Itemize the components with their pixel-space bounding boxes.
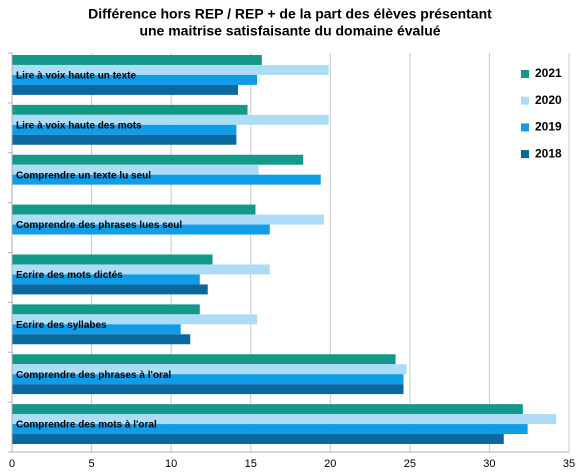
bar	[12, 264, 270, 275]
legend-label: 2018	[535, 146, 562, 160]
chart-title: une maitrise satisfaisante du domaine év…	[139, 23, 440, 39]
category-label: Comprendre des phrases lues seul	[16, 220, 182, 231]
x-tick-label: 5	[89, 458, 95, 470]
legend-label: 2019	[535, 120, 562, 134]
bar	[12, 114, 329, 125]
bar	[12, 214, 324, 225]
bar	[12, 334, 191, 345]
bar	[12, 104, 248, 115]
bar	[12, 174, 321, 185]
bar	[12, 254, 213, 265]
bar	[12, 204, 256, 215]
legend-swatch	[521, 123, 529, 132]
legend-swatch	[521, 96, 529, 105]
bar	[12, 304, 200, 315]
bar	[12, 414, 557, 425]
bar	[12, 224, 270, 235]
legend-swatch	[521, 70, 529, 78]
bar	[12, 374, 404, 385]
category-label: Ecrire des syllabes	[16, 320, 107, 331]
category-label: Ecrire des mots dictés	[16, 270, 123, 281]
bar	[12, 154, 304, 165]
bar	[12, 64, 329, 75]
legend-label: 2020	[535, 93, 562, 107]
bar	[12, 424, 528, 435]
bar	[12, 84, 238, 95]
bar	[12, 364, 407, 375]
category-label: Lire à voix haute des mots	[16, 120, 142, 131]
bar	[12, 354, 396, 365]
bar	[12, 55, 262, 65]
x-tick-label: 35	[563, 458, 575, 470]
category-label: Comprendre un texte lu seul	[16, 170, 151, 181]
x-tick-label: 20	[324, 458, 336, 470]
bar	[12, 384, 404, 395]
bar	[12, 314, 258, 325]
category-label: Lire à voix haute un texte	[16, 71, 136, 82]
bar	[12, 134, 237, 145]
legend-label: 2021	[535, 66, 562, 80]
bar	[12, 324, 181, 335]
legend-swatch	[521, 150, 529, 159]
bar	[12, 434, 504, 444]
x-tick-label: 10	[165, 458, 177, 470]
bar	[12, 124, 237, 135]
category-label: Comprendre des phrases à l'oral	[16, 370, 171, 381]
bar	[12, 274, 200, 285]
bar	[12, 284, 208, 295]
x-tick-label: 15	[245, 458, 257, 470]
x-tick-label: 30	[483, 458, 495, 470]
chart-title: Différence hors REP / REP + de la part d…	[88, 6, 492, 22]
bar	[12, 74, 258, 85]
bar	[12, 164, 259, 175]
bar	[12, 404, 523, 415]
x-tick-label: 25	[404, 458, 416, 470]
x-tick-label: 0	[9, 458, 15, 470]
category-label: Comprendre des mots à l'oral	[16, 420, 157, 431]
